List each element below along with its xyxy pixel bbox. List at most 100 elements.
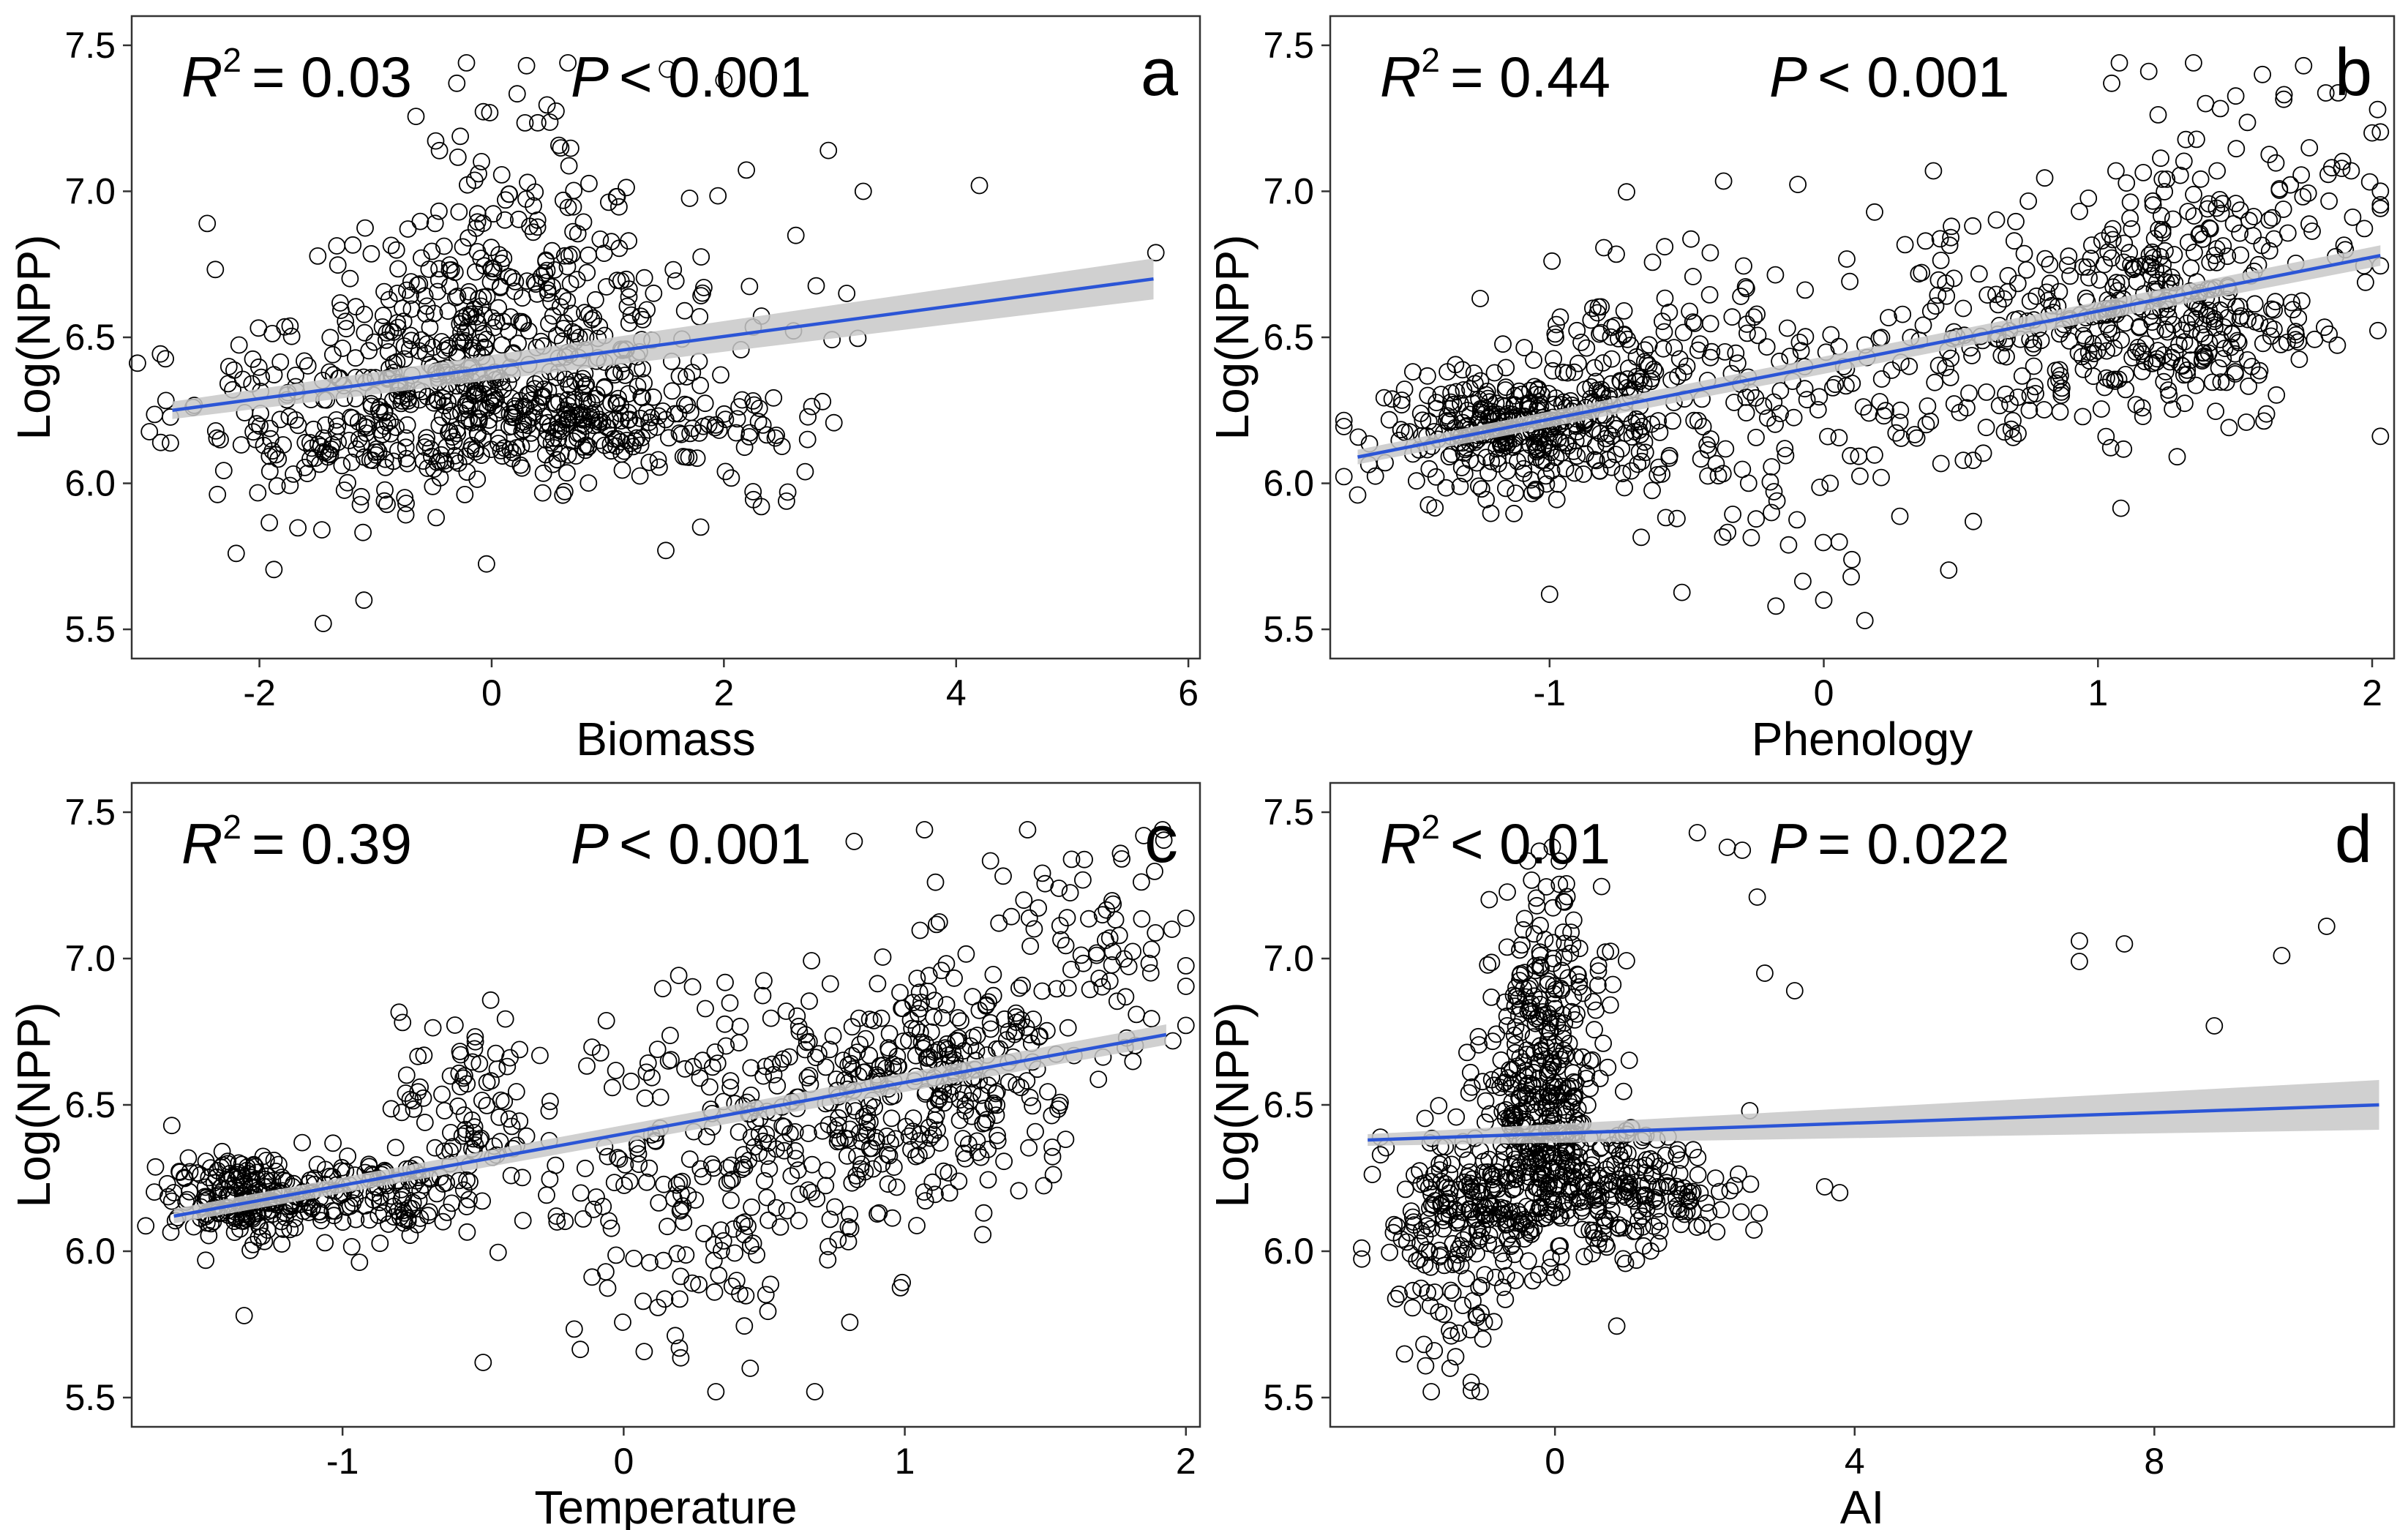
data-point (649, 451, 667, 469)
data-point (934, 1162, 953, 1180)
data-point (610, 1150, 629, 1168)
data-point (564, 198, 582, 216)
data-point (803, 397, 821, 416)
data-point (1177, 1016, 1195, 1035)
data-point (2015, 244, 2033, 263)
panel-d-ytick-label: 7.0 (1263, 938, 1314, 979)
data-point (1497, 359, 1515, 377)
data-point (821, 975, 839, 993)
data-point (574, 391, 593, 410)
data-point (454, 334, 473, 352)
data-point (669, 967, 688, 984)
data-point (834, 1051, 852, 1069)
data-point (1663, 412, 1681, 430)
data-point (560, 247, 578, 265)
data-point (2281, 176, 2300, 194)
data-point (1602, 458, 1621, 476)
data-point (1573, 1161, 1591, 1180)
data-point (2197, 94, 2215, 113)
data-point (337, 320, 356, 338)
data-point (299, 465, 316, 482)
data-point (2005, 232, 2023, 250)
data-point (789, 1161, 807, 1180)
data-point (580, 305, 598, 323)
data-point (2164, 210, 2182, 228)
data-point (1027, 1122, 1044, 1141)
data-point (841, 1206, 858, 1223)
data-point (628, 429, 646, 447)
data-point (1546, 1035, 1564, 1053)
data-point (1977, 419, 1995, 437)
data-point (211, 431, 229, 449)
data-point (2041, 274, 2059, 293)
data-point (286, 1219, 304, 1237)
data-point (467, 219, 485, 237)
data-point (587, 389, 604, 408)
data-point (1707, 454, 1725, 473)
data-point (1471, 1383, 1489, 1400)
data-point (2187, 376, 2205, 394)
data-point (981, 1013, 999, 1032)
data-point (1891, 401, 1910, 419)
data-point (2143, 243, 2161, 261)
data-point (481, 991, 500, 1009)
data-point (683, 978, 702, 996)
data-point (1682, 1184, 1700, 1202)
data-point (1412, 1222, 1430, 1240)
data-point (1941, 369, 1959, 386)
data-point (206, 422, 225, 440)
data-point (1545, 1178, 1564, 1196)
data-point (352, 487, 370, 506)
data-point (1567, 432, 1585, 450)
data-point (474, 102, 492, 121)
data-point (1500, 1109, 1518, 1128)
data-point (2191, 300, 2209, 318)
data-point (220, 358, 238, 375)
data-point (638, 1173, 656, 1191)
data-point (684, 1057, 702, 1076)
data-point (397, 1084, 415, 1102)
data-point (541, 417, 559, 435)
data-point (2175, 333, 2194, 351)
data-point (541, 113, 559, 131)
data-point (574, 1210, 592, 1228)
data-point (2036, 169, 2054, 187)
panel-a-ytick-label: 7.5 (64, 25, 116, 66)
data-point (430, 416, 449, 435)
data-point (571, 1340, 589, 1359)
data-point (1525, 351, 1542, 370)
data-point (390, 1003, 408, 1021)
data-point (1366, 467, 1384, 485)
data-point (2109, 370, 2128, 389)
data-point (939, 1046, 957, 1065)
data-point (198, 214, 217, 233)
panel-c-ylabel: Log(NPP) (7, 1002, 60, 1208)
data-point (531, 1046, 549, 1065)
data-point (2317, 918, 2336, 935)
data-point (2025, 334, 2043, 353)
data-point (1057, 1130, 1075, 1148)
data-point (2205, 247, 2224, 265)
data-point (1072, 946, 1090, 964)
data-point (1630, 443, 1649, 461)
data-point (415, 1046, 433, 1065)
data-point (1554, 892, 1572, 910)
data-point (956, 1096, 975, 1114)
data-point (1648, 1192, 1666, 1210)
data-point (394, 312, 413, 331)
data-point (1698, 1194, 1716, 1212)
data-point (1447, 1254, 1465, 1272)
data-point (1913, 263, 1931, 282)
data-point (1738, 324, 1756, 342)
data-point (1574, 984, 1592, 1002)
data-point (474, 1354, 492, 1371)
data-point (2222, 338, 2240, 356)
data-point (706, 419, 724, 437)
data-point (1586, 1021, 1603, 1039)
data-point (1512, 1023, 1531, 1041)
data-point (1691, 335, 1709, 353)
data-point (941, 1085, 959, 1103)
data-point (1633, 1218, 1651, 1236)
data-point (712, 366, 729, 384)
data-point (356, 219, 374, 237)
